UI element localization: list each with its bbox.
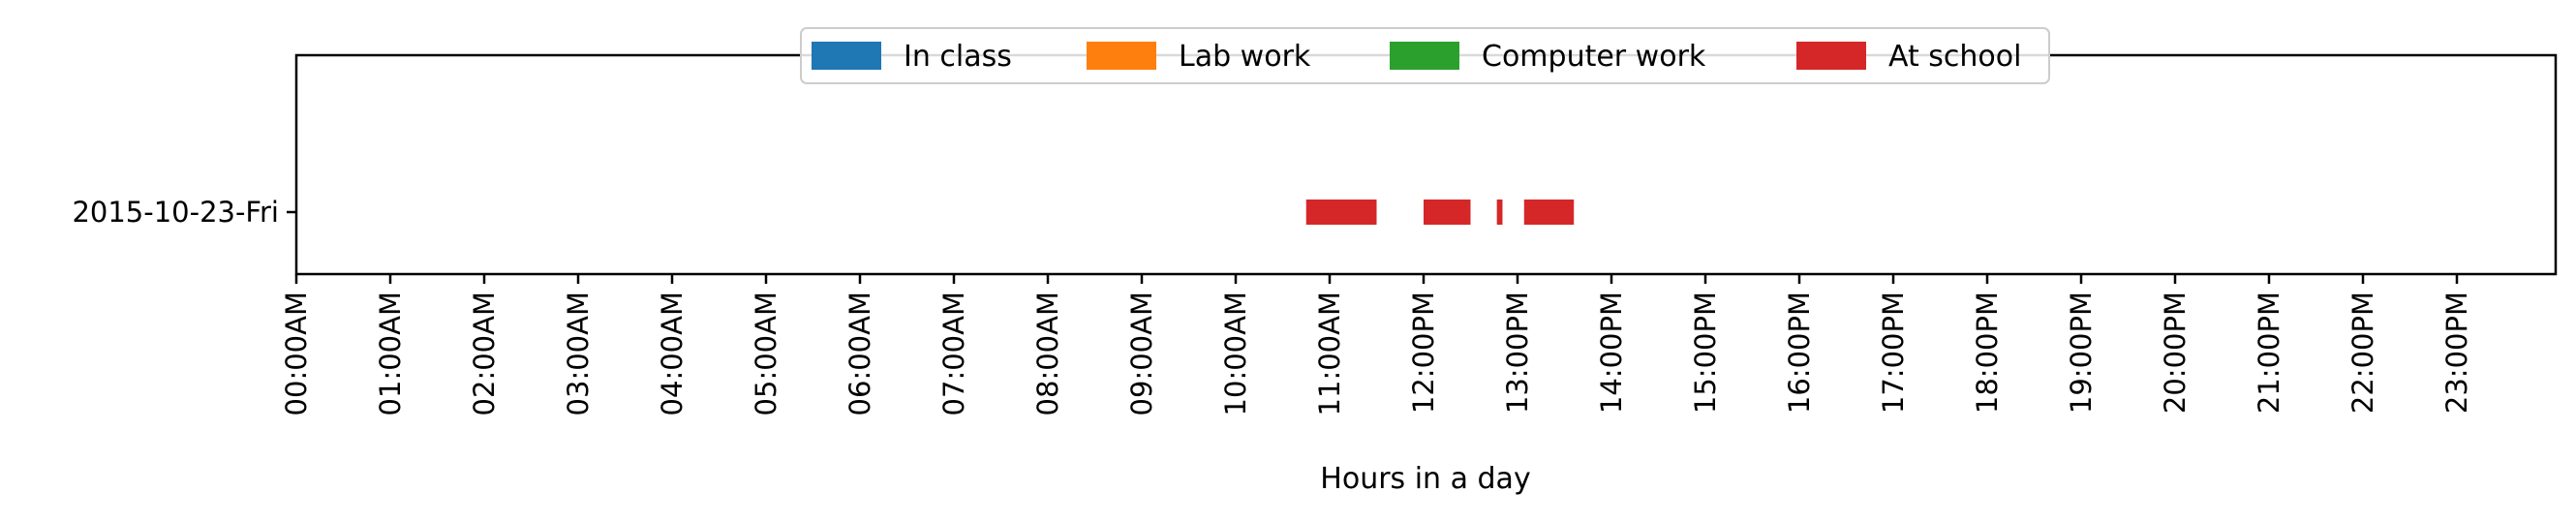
x-tick-label: 11:00AM <box>1313 292 1346 415</box>
x-tick-label: 10:00AM <box>1219 292 1252 415</box>
x-tick-label: 18:00PM <box>1971 292 2004 414</box>
x-axis-title: Hours in a day <box>1320 462 1530 496</box>
legend-swatch <box>1087 42 1156 70</box>
x-tick-label: 19:00PM <box>2065 292 2098 414</box>
x-tick-label: 00:00AM <box>280 292 313 415</box>
x-tick-label: 04:00AM <box>656 292 689 415</box>
x-tick-label: 09:00AM <box>1125 292 1158 415</box>
x-tick-label: 01:00AM <box>374 292 407 415</box>
x-tick-label: 21:00PM <box>2253 292 2285 414</box>
x-tick-label: 12:00PM <box>1407 292 1440 414</box>
x-tick-label: 06:00AM <box>843 292 876 415</box>
x-tick-label: 14:00PM <box>1595 292 1628 414</box>
bar-at-school <box>1306 200 1377 225</box>
legend-swatch <box>1390 42 1459 70</box>
x-tick-label: 02:00AM <box>468 292 501 415</box>
y-tick-label: 2015-10-23-Fri <box>72 196 279 229</box>
bar-at-school <box>1524 200 1574 225</box>
legend-swatch <box>812 42 881 70</box>
legend-swatch <box>1796 42 1866 70</box>
plot-frame <box>296 55 2556 274</box>
y-axis: 2015-10-23-Fri <box>72 196 296 229</box>
x-tick-label: 05:00AM <box>750 292 782 415</box>
x-tick-label: 03:00AM <box>562 292 595 415</box>
legend-label: Computer work <box>1482 40 1706 74</box>
x-tick-label: 15:00PM <box>1689 292 1722 414</box>
x-tick-label: 20:00PM <box>2159 292 2192 414</box>
x-tick-label: 13:00PM <box>1501 292 1534 414</box>
x-tick-label: 17:00PM <box>1877 292 1910 414</box>
legend-label: At school <box>1888 40 2021 74</box>
x-tick-label: 16:00PM <box>1783 292 1816 414</box>
legend-label: Lab work <box>1179 40 1311 74</box>
bar-at-school <box>1424 200 1471 225</box>
x-tick-label: 08:00AM <box>1031 292 1064 415</box>
x-tick-label: 07:00AM <box>937 292 970 415</box>
bars-layer <box>1306 200 1574 225</box>
x-tick-label: 22:00PM <box>2346 292 2379 414</box>
bar-at-school <box>1497 200 1503 225</box>
x-axis: 00:00AM 01:00AM 02:00AM 03:00AM 04:00AM 05:00… <box>280 274 2473 415</box>
legend-label: In class <box>904 40 1012 74</box>
x-tick-label: 23:00PM <box>2440 292 2473 414</box>
legend: In class Lab work Computer work At school <box>801 28 2049 83</box>
